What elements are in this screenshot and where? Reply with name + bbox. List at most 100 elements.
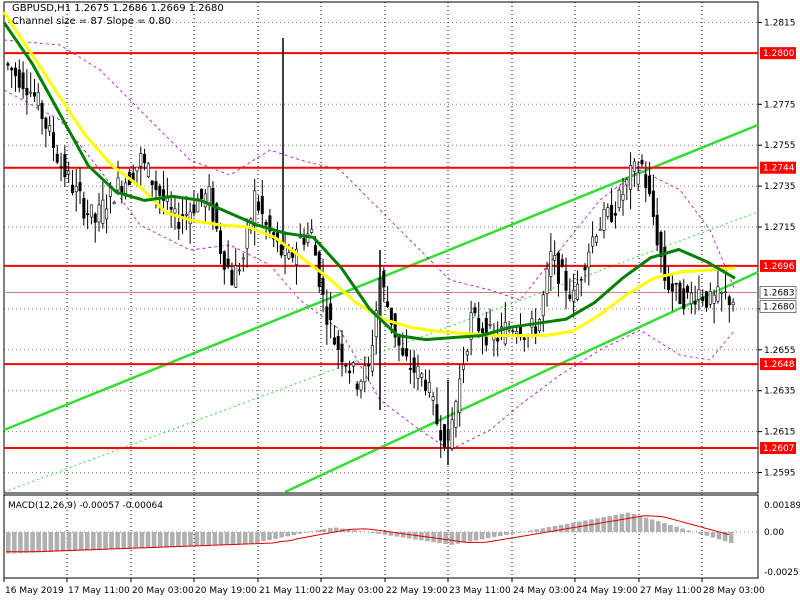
candle-body	[663, 247, 667, 281]
level-price-box	[760, 259, 796, 272]
macd-histogram-bar	[504, 532, 509, 535]
candle-body	[116, 177, 120, 191]
price-pane	[3, 1, 759, 494]
candle-body	[283, 246, 287, 256]
candle-body	[382, 271, 386, 288]
macd-histogram-bar	[728, 532, 734, 544]
candle-body	[25, 88, 29, 96]
candle-body	[177, 222, 181, 229]
macd-histogram-bar	[716, 532, 722, 540]
macd-histogram-bar	[334, 527, 339, 532]
candle-body	[310, 228, 314, 233]
candle-body	[21, 72, 25, 90]
candle-body	[313, 245, 317, 256]
macd-histogram-bar	[607, 516, 612, 532]
candle-body	[682, 288, 686, 310]
candle-body	[154, 181, 158, 191]
chart-header-channel: Channel size = 87 Slope = 0.80	[12, 16, 172, 27]
candle-body	[302, 237, 306, 245]
candle-body	[443, 424, 447, 448]
time-tick-label: 27 May 11:00	[640, 586, 702, 596]
current-price-label: 1.2680	[763, 303, 795, 313]
candle-body	[632, 161, 636, 172]
macd-histogram-bar	[30, 532, 35, 553]
macd-histogram-bar	[540, 528, 546, 532]
macd-histogram-bar	[613, 514, 619, 532]
macd-histogram-bar	[686, 530, 691, 532]
channel-upper-line	[3, 123, 759, 432]
macd-histogram-bar	[236, 532, 242, 545]
macd-histogram-bar	[516, 532, 521, 533]
macd-signal-line	[6, 515, 730, 553]
level-price-label: 1.2800	[763, 49, 795, 59]
macd-histogram-bar	[370, 532, 376, 534]
candle-body	[124, 182, 128, 194]
candle-body	[93, 213, 97, 223]
candle-body	[454, 401, 458, 428]
candle-body	[82, 198, 86, 219]
price-tick-label: 1.2815	[764, 18, 796, 28]
candle-body	[389, 307, 393, 325]
candle-body	[636, 172, 640, 185]
candle-body	[697, 289, 701, 300]
macd-histogram-bar	[406, 532, 412, 539]
macd-histogram-bar	[176, 532, 181, 547]
candle-body	[329, 303, 333, 321]
candle-body	[40, 102, 44, 119]
candle-body	[591, 236, 595, 247]
macd-histogram-bar	[97, 532, 102, 550]
candle-body	[36, 92, 40, 106]
candle-body	[503, 321, 507, 345]
macd-histogram-bar	[121, 532, 126, 550]
macd-histogram-bar	[388, 532, 394, 536]
macd-histogram-bar	[261, 532, 266, 542]
candle-body	[363, 365, 367, 382]
macd-histogram-bar	[437, 532, 442, 544]
candle-body	[169, 207, 173, 210]
macd-histogram-bar	[267, 532, 272, 540]
level-price-label: 1.2744	[763, 164, 795, 174]
macd-histogram-bar	[84, 532, 90, 551]
macd-histogram-bar	[60, 532, 66, 552]
macd-label: MACD(12,26,9) -0.00057 -0.00064	[8, 501, 163, 511]
channel-lower-line	[284, 270, 759, 494]
macd-histogram-bar	[127, 532, 133, 549]
candle-body	[659, 231, 663, 258]
time-tick-label: 22 May 19:00	[386, 586, 448, 596]
candle-body	[613, 213, 617, 216]
macd-histogram-bar	[589, 519, 594, 532]
candle-body	[325, 306, 329, 325]
macd-histogram-bar	[327, 527, 333, 532]
candle-body	[610, 204, 614, 222]
time-tick-label: 24 May 03:00	[513, 586, 575, 596]
candle-body	[226, 258, 230, 267]
candle-body	[397, 333, 401, 346]
macd-histogram-bar	[36, 532, 41, 553]
candle-body	[162, 189, 166, 201]
candle-body	[450, 419, 454, 449]
candle-body	[667, 274, 671, 290]
candle-body	[716, 286, 720, 302]
candle-body	[332, 337, 336, 345]
time-tick-label: 21 May 11:00	[259, 586, 321, 596]
macd-histogram-bar	[619, 513, 625, 532]
macd-histogram-bar	[170, 532, 175, 548]
time-tick-label: 16 May 2019	[5, 586, 64, 596]
candle-body	[86, 213, 90, 215]
candle-body	[139, 153, 143, 167]
candle-body	[640, 159, 644, 165]
candle-body	[416, 366, 420, 379]
macd-histogram-bar	[449, 532, 455, 545]
candle-body	[393, 313, 397, 338]
candle-body	[67, 170, 71, 175]
time-tick-label: 28 May 03:00	[703, 586, 765, 596]
macd-histogram-bar	[467, 532, 473, 542]
macd-histogram-bar	[279, 532, 284, 538]
macd-histogram-bar	[133, 532, 139, 549]
macd-histogram-bar	[528, 530, 534, 532]
candle-body	[32, 92, 36, 97]
time-tick-label: 20 May 03:00	[132, 586, 194, 596]
candle-body	[351, 362, 355, 367]
candle-body	[534, 326, 538, 334]
